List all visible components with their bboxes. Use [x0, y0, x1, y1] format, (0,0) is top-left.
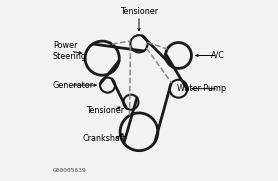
Text: Generator: Generator [53, 81, 94, 90]
Text: Crankshaft: Crankshaft [83, 134, 127, 144]
Text: G00005639: G00005639 [53, 168, 86, 173]
Text: Water Pump: Water Pump [177, 84, 226, 93]
Text: A/C: A/C [211, 51, 225, 60]
Text: Tensioner: Tensioner [86, 106, 124, 115]
Text: Tensioner: Tensioner [120, 7, 158, 16]
Text: Power
Steering: Power Steering [53, 41, 87, 61]
